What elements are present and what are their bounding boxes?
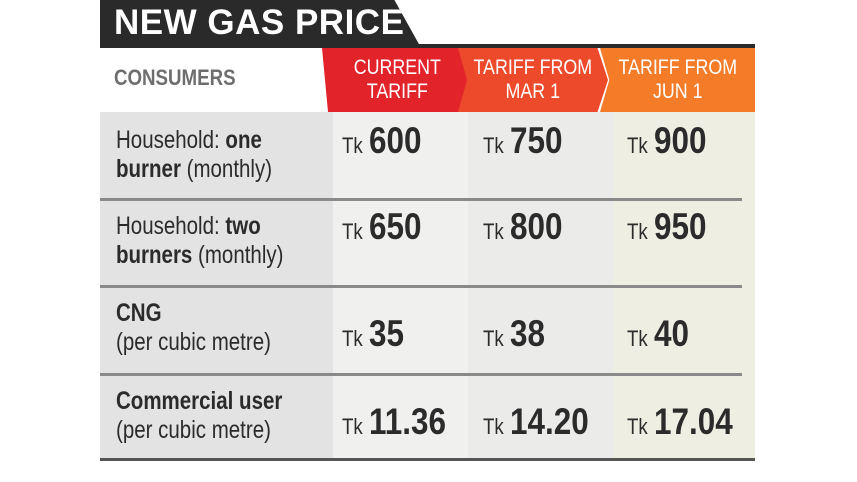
currency-label: Tk xyxy=(627,219,648,244)
row-label-bold: two xyxy=(225,212,261,240)
price-cell: Tk 900 xyxy=(627,120,716,162)
currency-label: Tk xyxy=(483,133,504,158)
row-label-bold: one xyxy=(225,126,262,154)
column-header-label: CURRENT TARIFF xyxy=(353,56,441,103)
price-cell: Tk 40 xyxy=(627,313,695,355)
price-value: 17.04 xyxy=(653,401,733,442)
row-label-line2-rest: (per cubic metre) xyxy=(116,328,271,356)
price-value: 40 xyxy=(653,313,689,354)
row-label: Household: one burner (monthly) xyxy=(116,126,336,184)
column-header-current-tariff: CURRENT TARIFF xyxy=(322,48,472,112)
consumers-header: CONSUMERS xyxy=(100,48,328,112)
currency-label: Tk xyxy=(342,219,363,244)
row-label-prefix: Household: xyxy=(116,126,226,154)
price-cell: Tk 17.04 xyxy=(627,401,747,443)
table-row: Commercial user (per cubic metre) Tk 11.36… xyxy=(100,373,755,459)
row-label: Household: two burners (monthly) xyxy=(116,212,336,270)
row-label-line2-rest: (monthly) xyxy=(192,241,284,269)
price-cell: Tk 38 xyxy=(483,313,551,355)
currency-label: Tk xyxy=(483,219,504,244)
table-row: Household: one burner (monthly) Tk 600 Tk 7… xyxy=(100,112,755,198)
price-value: 11.36 xyxy=(368,401,446,442)
currency-label: Tk xyxy=(483,326,504,351)
price-value: 750 xyxy=(509,120,563,161)
row-label-bold: Commercial user xyxy=(116,387,283,415)
price-value: 38 xyxy=(509,313,545,354)
row-label-prefix: Household: xyxy=(116,212,226,240)
header-rule xyxy=(100,44,755,48)
currency-label: Tk xyxy=(483,414,504,439)
row-label: Commercial user (per cubic metre) xyxy=(116,387,336,445)
column-header-label: TARIFF FROM JUN 1 xyxy=(618,56,737,103)
price-cell: Tk 950 xyxy=(627,206,716,248)
column-header-label: TARIFF FROM MAR 1 xyxy=(473,56,593,103)
currency-label: Tk xyxy=(342,414,363,439)
price-value: 800 xyxy=(509,206,563,247)
price-cell: Tk 650 xyxy=(342,206,431,248)
row-divider xyxy=(100,198,742,201)
column-header-tariff-jun-1: TARIFF FROM JUN 1 xyxy=(600,48,755,112)
table-row: CNG (per cubic metre) Tk 35 Tk 38 Tk 40 xyxy=(100,285,755,373)
row-divider xyxy=(100,285,742,288)
page-title: NEW GAS PRICE xyxy=(114,3,405,42)
column-header-tariff-mar-1: TARIFF FROM MAR 1 xyxy=(458,48,608,112)
currency-label: Tk xyxy=(627,414,648,439)
price-value: 950 xyxy=(653,206,707,247)
currency-label: Tk xyxy=(342,133,363,158)
price-value: 14.20 xyxy=(509,401,589,442)
price-cell: Tk 14.20 xyxy=(483,401,603,443)
price-cell: Tk 750 xyxy=(483,120,572,162)
price-value: 650 xyxy=(368,206,422,247)
price-cell: Tk 35 xyxy=(342,313,410,355)
row-label-line2-bold: burners xyxy=(116,241,193,269)
currency-label: Tk xyxy=(627,133,648,158)
price-value: 35 xyxy=(368,313,404,354)
title-banner: NEW GAS PRICE xyxy=(100,0,420,46)
price-cell: Tk 600 xyxy=(342,120,431,162)
price-cell: Tk 11.36 xyxy=(342,401,459,443)
row-label-line2-bold: burner xyxy=(116,155,181,183)
price-value: 900 xyxy=(653,120,707,161)
price-value: 600 xyxy=(368,120,422,161)
currency-label: Tk xyxy=(342,326,363,351)
currency-label: Tk xyxy=(627,326,648,351)
row-label-bold: CNG xyxy=(116,299,162,327)
row-label: CNG (per cubic metre) xyxy=(116,299,336,357)
row-label-line2-rest: (monthly) xyxy=(180,155,273,183)
table-row: Household: two burners (monthly) Tk 650 Tk … xyxy=(100,198,755,285)
consumers-header-label: CONSUMERS xyxy=(114,65,236,90)
row-divider xyxy=(100,373,742,376)
price-cell: Tk 800 xyxy=(483,206,572,248)
row-label-line2-rest: (per cubic metre) xyxy=(116,416,271,444)
bottom-rule xyxy=(100,458,755,461)
